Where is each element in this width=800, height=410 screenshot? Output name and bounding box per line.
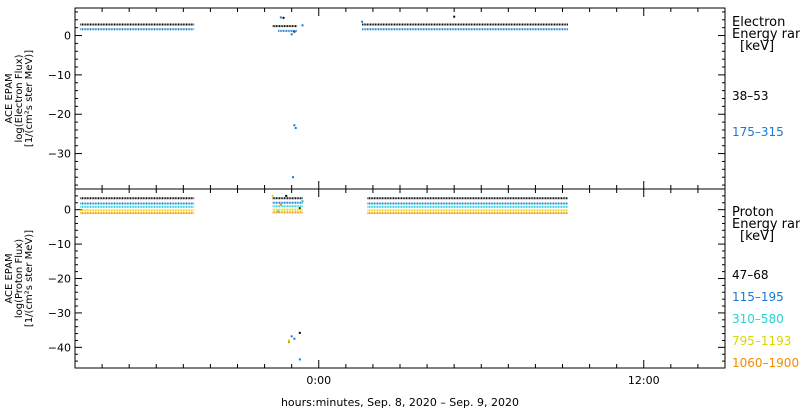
- legend-entry: 47–68: [732, 268, 769, 282]
- y-tick-label: 0: [64, 30, 71, 43]
- y-axis-label-line: log(Proton Flux): [14, 239, 25, 318]
- data-point: [301, 200, 304, 203]
- y-tick-label: −30: [48, 307, 71, 320]
- legend-entry: 1060–1900: [732, 356, 799, 370]
- data-point: [453, 15, 456, 18]
- series-2: [80, 16, 568, 179]
- y-tick-label: −20: [48, 273, 71, 286]
- data-point: [271, 194, 274, 197]
- y-tick-label: 0: [64, 204, 71, 217]
- data-point: [361, 20, 364, 23]
- y-axis-label-line: [1/(cm²s ster MeV)]: [24, 50, 35, 147]
- plot-frame: [74, 7, 726, 190]
- y-axis-label-line: ACE EPAM: [4, 253, 15, 303]
- data-point: [282, 16, 285, 19]
- data-point: [298, 331, 301, 334]
- data-point: [287, 341, 290, 344]
- legend-title-line: Electron: [732, 15, 785, 30]
- data-point: [279, 203, 282, 206]
- series-5: [80, 203, 568, 344]
- x-axis-label: hours:minutes, Sep. 8, 2020 – Sep. 9, 20…: [281, 396, 519, 409]
- x-tick-label: 12:00: [628, 374, 660, 387]
- legend-title-line: Proton: [732, 205, 774, 220]
- data-point: [301, 24, 304, 27]
- data-point: [293, 337, 296, 340]
- data-point: [287, 339, 290, 342]
- y-tick-label: −10: [48, 238, 71, 251]
- y-axis-label-line: ACE EPAM: [4, 73, 15, 123]
- series-1: [80, 15, 568, 33]
- data-point: [279, 16, 282, 19]
- series-3: [80, 200, 568, 213]
- legend-title-line: Energy ran: [732, 27, 800, 42]
- legend-entry: 795–1193: [732, 334, 791, 348]
- series-1: [80, 194, 568, 334]
- series-2: [80, 201, 568, 361]
- legend-entry: 38–53: [732, 89, 769, 103]
- data-point: [293, 124, 296, 127]
- electron-flux-panel: 0 −10 −20 −30 ACE EPAM log(Electron Flux) [1/(…: [4, 7, 800, 190]
- data-point: [294, 127, 297, 130]
- y-tick-label: −40: [48, 341, 71, 354]
- y-tick-label: −20: [48, 108, 71, 121]
- legend-title-line: [keV]: [740, 229, 774, 244]
- data-point: [298, 358, 301, 361]
- legend-entry: 115–195: [732, 290, 784, 304]
- legend-title-line: [keV]: [740, 39, 774, 54]
- proton-flux-panel: 0 −10 −20 −30 −40 0:00 12:00 ACE EPAM log(Proton…: [4, 188, 800, 387]
- y-axis-label-line: log(Electron Flux): [14, 54, 25, 142]
- data-point: [298, 207, 301, 210]
- y-tick-label: −30: [48, 148, 71, 161]
- data-point: [290, 335, 293, 338]
- series-4: [80, 194, 568, 342]
- data-point: [277, 210, 280, 213]
- legend-entry: 310–580: [732, 312, 784, 326]
- x-tick-label: 0:00: [306, 374, 331, 387]
- plot-frame: [74, 188, 726, 369]
- legend-entry: 175–315: [732, 125, 784, 139]
- legend-title-line: Energy ran: [732, 217, 800, 232]
- y-axis-label-line: [1/(cm²s ster MeV)]: [24, 230, 35, 327]
- data-point: [290, 33, 293, 36]
- data-point: [285, 194, 288, 197]
- data-point: [292, 176, 295, 179]
- y-tick-label: −10: [48, 69, 71, 82]
